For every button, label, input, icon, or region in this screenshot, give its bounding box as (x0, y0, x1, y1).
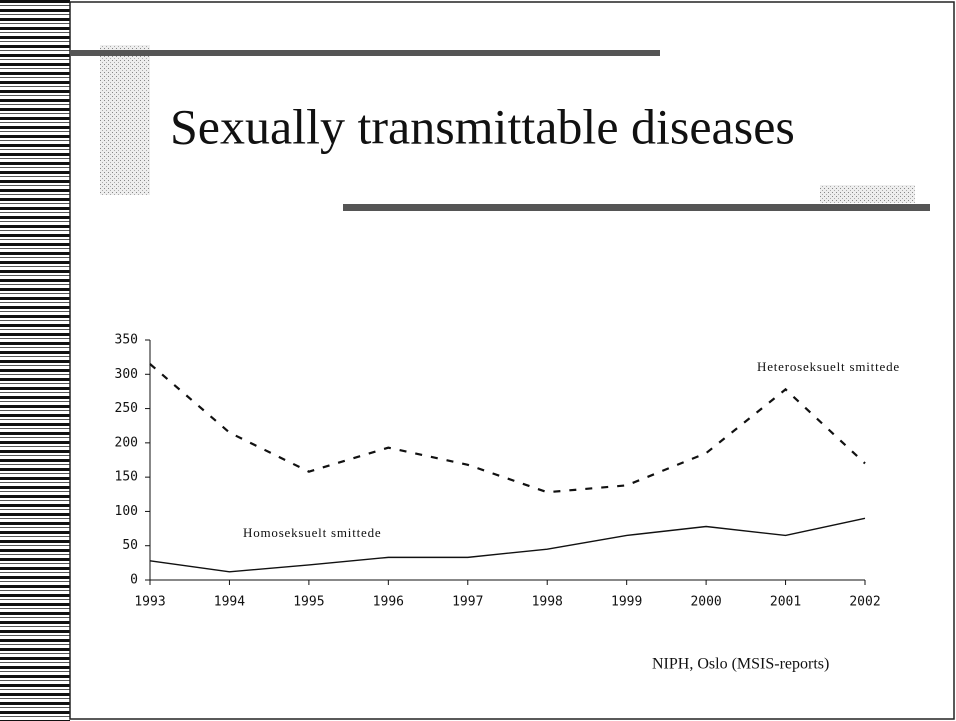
chart: Sexually transmittable diseases NIPH, Os… (0, 0, 956, 721)
y-tick-label: 300 (115, 367, 138, 382)
series-label: Heteroseksuelt smittede (757, 359, 900, 374)
y-tick-label: 350 (115, 333, 138, 348)
x-tick-label: 2002 (849, 595, 880, 610)
y-tick-label: 200 (115, 435, 138, 450)
decor-box (820, 185, 915, 203)
decor-bar (70, 50, 660, 56)
y-tick-label: 0 (130, 573, 138, 588)
decor-stripes (0, 0, 70, 721)
x-tick-label: 1994 (214, 595, 245, 610)
chart-title: Sexually transmittable diseases (170, 98, 795, 154)
x-tick-label: 1996 (373, 595, 404, 610)
x-tick-label: 2001 (770, 595, 801, 610)
y-tick-label: 150 (115, 470, 138, 485)
series-label: Homoseksuelt smittede (243, 525, 381, 540)
slide: Sexually transmittable diseases NIPH, Os… (0, 0, 956, 721)
decor-box (100, 45, 150, 195)
y-tick-label: 50 (122, 538, 138, 553)
x-tick-label: 1995 (293, 595, 324, 610)
x-tick-label: 1998 (532, 595, 563, 610)
source-note: NIPH, Oslo (MSIS-reports) (652, 656, 829, 673)
x-tick-label: 1993 (134, 595, 165, 610)
y-tick-label: 250 (115, 401, 138, 416)
series-line (150, 364, 865, 492)
x-tick-label: 2000 (690, 595, 721, 610)
x-tick-label: 1997 (452, 595, 483, 610)
y-tick-label: 100 (115, 504, 138, 519)
x-tick-label: 1999 (611, 595, 642, 610)
decor-bar (343, 204, 930, 211)
